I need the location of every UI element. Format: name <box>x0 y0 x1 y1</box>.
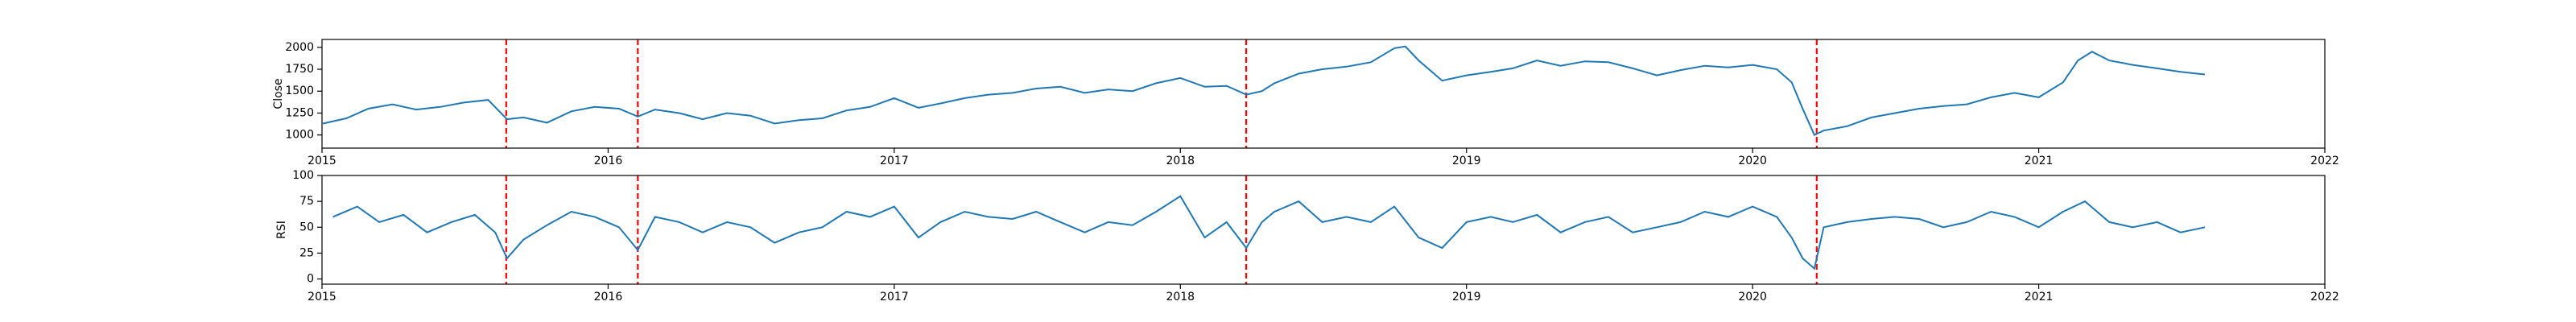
close-y-tick-label: 1000 <box>285 129 314 142</box>
rsi-x-tick-label: 2015 <box>308 291 336 303</box>
rsi-frame <box>321 175 2326 285</box>
rsi-series-line <box>332 195 2206 270</box>
rsi-x-tick-label: 2020 <box>1738 291 1767 303</box>
close-y-tick-label: 1750 <box>285 63 314 76</box>
close-x-tick-label: 2018 <box>1166 155 1195 167</box>
rsi-y-axis-label: RSI <box>275 221 288 239</box>
close-x-tick-label: 2016 <box>594 155 623 167</box>
rsi-y-tick-label: 75 <box>299 195 314 208</box>
rsi-x-ticks: 2015 2016 2017 2018 2019 2020 2021 2022 <box>308 284 2339 303</box>
rsi-y-ticks: 0 25 50 75 100 <box>292 169 322 286</box>
rsi-vlines <box>505 175 1818 284</box>
rsi-x-tick-label: 2017 <box>880 291 909 303</box>
close-y-tick-label: 2000 <box>285 41 314 54</box>
close-x-tick-label: 2019 <box>1452 155 1481 167</box>
rsi-x-tick-label: 2018 <box>1166 291 1195 303</box>
close-x-tick-label: 2021 <box>2025 155 2054 167</box>
close-y-tick-label: 1250 <box>285 106 314 119</box>
close-x-tick-label: 2017 <box>880 155 909 167</box>
rsi-plot-area <box>322 175 2325 284</box>
close-frame <box>321 39 2326 149</box>
close-x-ticks: 2015 2016 2017 2018 2019 2020 2021 2022 <box>308 148 2339 167</box>
rsi-y-tick-label: 50 <box>299 221 314 233</box>
close-plot-area <box>322 39 2325 148</box>
rsi-x-tick-label: 2016 <box>594 291 623 303</box>
rsi-y-tick-label: 100 <box>292 169 314 182</box>
rsi-x-tick-label: 2019 <box>1452 291 1481 303</box>
rsi-y-tick-label: 0 <box>307 273 314 286</box>
rsi-x-tick-label: 2021 <box>2025 291 2054 303</box>
rsi-x-tick-label: 2022 <box>2310 291 2339 303</box>
close-x-tick-label: 2020 <box>1738 155 1767 167</box>
rsi-y-tick-label: 25 <box>299 246 314 259</box>
close-y-tick-label: 1500 <box>285 85 314 97</box>
close-y-ticks: 1000 1250 1500 1750 2000 <box>285 41 322 142</box>
close-series-line <box>322 45 2206 137</box>
close-x-tick-label: 2015 <box>308 155 336 167</box>
close-y-axis-label: Close <box>272 78 285 109</box>
close-x-tick-label: 2022 <box>2310 155 2339 167</box>
